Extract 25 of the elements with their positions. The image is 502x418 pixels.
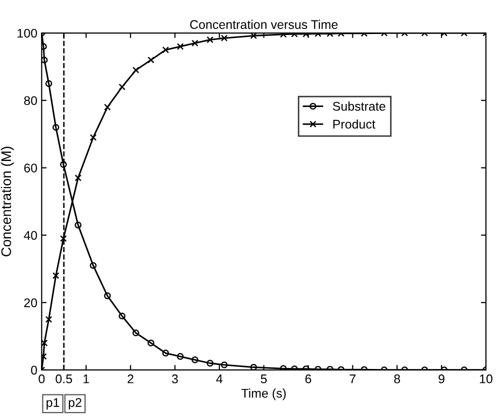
x-tick-label: 4 [216,374,222,384]
y-tick-label: 100 [18,28,38,38]
x-tick-label: 10 [480,374,492,384]
text: p1 [46,398,60,410]
x-tick-label: 5 [260,374,267,384]
x-axis-title: Time (s) [241,388,286,400]
x-tick-label: 2 [128,374,134,384]
x-tick-label: 3 [172,374,178,384]
chart-title: Concentration versus Time [190,20,338,29]
y-tick-label: 0 [31,366,38,375]
x-tick-label: 0.5 [56,374,72,384]
x-tick-label: 0 [38,374,45,384]
x-tick-label: 7 [350,374,356,384]
y-tick-label: 60 [24,164,38,172]
x-tick-label: 8 [394,374,400,384]
x-tick-label: 6 [305,374,312,384]
legend-label: Product [333,119,376,129]
text: p2 [68,398,82,410]
legend-label: Substrate [332,102,386,111]
y-axis-title: Concentration (M) [0,146,14,256]
y-tick-label: 80 [24,96,38,106]
y-tick-label: 40 [24,230,38,240]
y-tick-label: 20 [24,298,38,308]
x-tick-label: 9 [438,374,444,384]
x-tick-label: 1 [84,374,89,384]
